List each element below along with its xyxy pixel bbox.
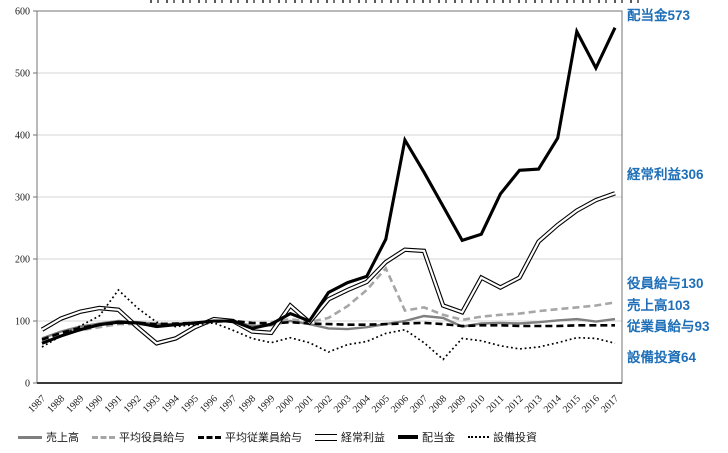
x-axis-label: 1992 — [122, 393, 144, 415]
x-axis-label: 1990 — [84, 393, 106, 415]
x-axis-label: 2016 — [580, 393, 602, 415]
legend-label: 設備投資 — [493, 432, 537, 444]
x-axis-label: 2002 — [313, 393, 335, 415]
x-axis-label: 1991 — [103, 393, 125, 415]
x-axis-label: 2000 — [275, 393, 297, 415]
y-axis-label: 400 — [15, 131, 30, 142]
end-label-keijo-rieki: 経常利益306 — [627, 167, 704, 182]
x-axis-label: 2006 — [389, 393, 411, 415]
x-axis-label: 1999 — [255, 393, 277, 415]
legend-item-juugyoin-kyuyo: 平均従業員給与 — [198, 429, 302, 445]
legend-label: 売上高 — [46, 432, 79, 444]
x-axis-label: 2004 — [351, 393, 373, 415]
series-line-juugyoin-kyuyo — [41, 319, 615, 341]
end-label-haitokin: 配当金573 — [627, 8, 691, 23]
y-axis-label: 0 — [25, 379, 30, 390]
series-line-keijo-rieki-core — [41, 192, 616, 345]
y-axis-label: 600 — [15, 7, 30, 18]
x-axis-label: 2001 — [294, 393, 316, 415]
series-line-haitokin — [41, 26, 617, 345]
x-axis-label: 1988 — [45, 393, 67, 415]
y-axis-label: 300 — [15, 193, 30, 204]
legend-swatch-dotted-line — [468, 436, 489, 438]
y-axis-label: 200 — [15, 255, 30, 266]
x-axis-label: 2003 — [332, 393, 354, 415]
end-label-setsubi-toshi: 設備投資64 — [627, 350, 697, 365]
legend-swatch-black-dashed-line — [198, 435, 221, 439]
legend-item-haitokin: 配当金 — [398, 429, 455, 445]
x-axis-label: 2017 — [599, 393, 621, 415]
x-axis-label: 2010 — [466, 393, 488, 415]
legend-item-setsubi-toshi: 設備投資 — [468, 429, 537, 445]
x-axis-label: 2015 — [561, 393, 583, 415]
y-axis-label: 500 — [15, 69, 30, 80]
legend-item-yakuin-kyuyo: 平均役員給与 — [92, 429, 185, 445]
x-axis-label: 2009 — [446, 393, 468, 415]
y-axis-label: 100 — [15, 317, 30, 328]
legend-swatch-gray-dashed-line — [92, 435, 115, 439]
end-label-yakuin-kyuyo: 役員給与130 — [627, 276, 704, 291]
legend-swatch-solid-gray-line — [18, 435, 42, 439]
legend-label: 経常利益 — [341, 432, 385, 444]
legend-swatch-thick-black-line — [398, 435, 418, 439]
x-axis-label: 2007 — [408, 393, 430, 415]
x-axis-label: 1996 — [198, 393, 220, 415]
legend: 売上高 平均役員給与 平均従業員給与 経常利益 配当金 設備投資 — [18, 428, 537, 446]
legend-label: 配当金 — [422, 432, 455, 444]
x-axis-label: 2008 — [427, 393, 449, 415]
series-line-yakuin-kyuyo — [41, 265, 616, 343]
legend-item-uriagedaka: 売上高 — [18, 429, 79, 445]
x-axis-label: 1995 — [179, 393, 201, 415]
clipped-title-fragment — [150, 0, 645, 3]
legend-item-keijo-rieki: 経常利益 — [315, 429, 385, 445]
x-axis-label: 2012 — [504, 393, 526, 415]
end-label-uriagedaka: 売上高103 — [627, 298, 691, 313]
x-axis-label: 2014 — [542, 393, 564, 415]
x-axis-label: 2013 — [523, 393, 545, 415]
legend-label: 平均従業員給与 — [225, 432, 302, 444]
x-axis-label: 1987 — [26, 393, 48, 415]
legend-label: 平均役員給与 — [119, 432, 185, 444]
end-label-juugyoin-kyuyo: 従業員給与93 — [627, 319, 710, 334]
x-axis-label: 1989 — [64, 393, 86, 415]
x-axis-label: 2011 — [485, 393, 507, 415]
x-axis-label: 1997 — [217, 393, 239, 415]
x-axis-label: 1998 — [236, 393, 258, 415]
x-axis-label: 1993 — [141, 393, 163, 415]
series-line-setsubi-toshi — [41, 288, 616, 361]
x-axis-label: 2005 — [370, 393, 392, 415]
legend-swatch-double-line — [315, 433, 337, 441]
x-axis-label: 1994 — [160, 393, 182, 415]
